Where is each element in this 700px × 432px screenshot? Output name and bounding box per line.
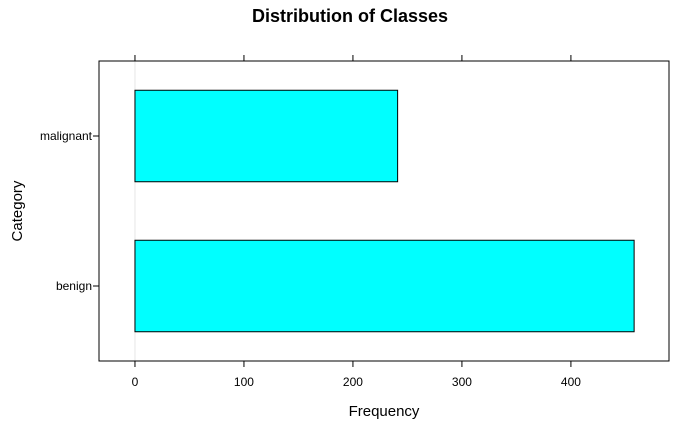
bar-malignant bbox=[134, 89, 399, 183]
bar-benign bbox=[134, 239, 635, 333]
plot-border bbox=[98, 60, 670, 362]
plot-area: malignant benign 0 100 200 300 400 bbox=[40, 55, 670, 389]
x-tick-label-400: 400 bbox=[561, 375, 581, 389]
chart-title: Distribution of Classes bbox=[252, 6, 448, 26]
x-tick-label-100: 100 bbox=[234, 375, 254, 389]
x-tick-label-300: 300 bbox=[452, 375, 472, 389]
y-tick-label-malignant: malignant bbox=[40, 129, 93, 143]
x-axis-label: Frequency bbox=[349, 403, 420, 420]
x-tick-label-0: 0 bbox=[132, 375, 139, 389]
y-tick-label-benign: benign bbox=[56, 279, 92, 293]
y-axis-label: Category bbox=[9, 180, 26, 241]
x-tick-label-200: 200 bbox=[343, 375, 363, 389]
